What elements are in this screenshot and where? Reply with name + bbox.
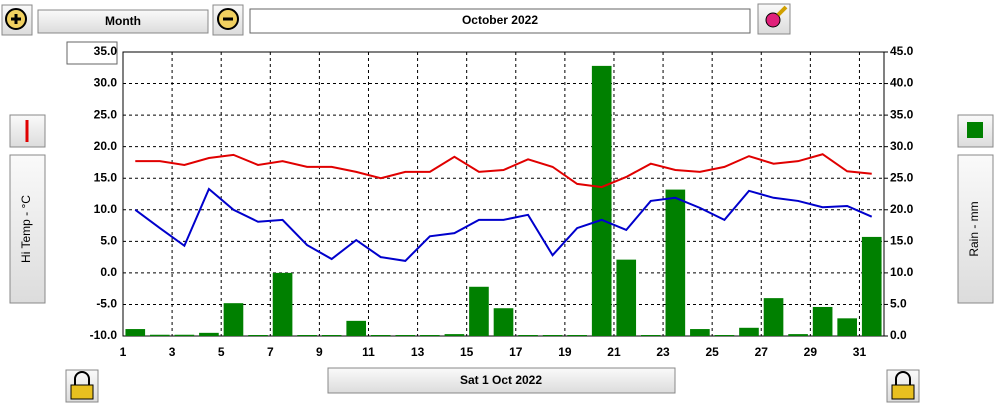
- x-tick-label: 23: [656, 345, 670, 359]
- line: [134, 187, 873, 262]
- x-tick-label: 9: [316, 345, 323, 359]
- left-axis-button[interactable]: Hi Temp - °C: [9, 154, 46, 304]
- selected-date: Sat 1 Oct 2022: [460, 373, 542, 387]
- x-tick-label: 1: [120, 345, 127, 359]
- y2-tick-label: 20.0: [890, 202, 914, 216]
- line: [135, 153, 872, 189]
- x-tick-label: 11: [362, 345, 375, 359]
- x-tick-label: 27: [755, 345, 769, 359]
- tools-button[interactable]: [757, 3, 791, 35]
- right-lock-button[interactable]: [886, 369, 920, 403]
- bar: [223, 303, 244, 336]
- y-tick-label: 10.0: [94, 202, 118, 216]
- y2-tick-label: 10.0: [890, 265, 914, 279]
- bar: [788, 334, 808, 336]
- bar: [763, 298, 784, 336]
- bar: [420, 335, 440, 336]
- bar: [837, 318, 857, 336]
- bar: [493, 308, 514, 336]
- y2-tick-label: 40.0: [890, 76, 914, 90]
- period-label: Month: [105, 14, 141, 28]
- x-tick-label: 17: [509, 345, 523, 359]
- bar: [542, 335, 563, 336]
- bar: [321, 335, 342, 336]
- y2-tick-label: 45.0: [890, 44, 914, 58]
- x-tick-label: 3: [169, 345, 176, 359]
- x-tick-label: 5: [218, 345, 225, 359]
- bar: [567, 335, 587, 336]
- x-tick-label: 13: [411, 345, 425, 359]
- x-tick-label: 25: [705, 345, 719, 359]
- x-tick-label: 7: [267, 345, 274, 359]
- date-button[interactable]: Sat 1 Oct 2022: [327, 367, 676, 394]
- x-tick-label: 29: [804, 345, 818, 359]
- y-tick-label: 5.0: [100, 234, 117, 248]
- left-series-button[interactable]: [9, 114, 46, 148]
- x-tick-label: 21: [607, 345, 621, 359]
- y2-tick-label: 30.0: [890, 139, 914, 153]
- bar: [395, 335, 416, 336]
- x-tick-label: 19: [558, 345, 572, 359]
- period-button[interactable]: Month: [37, 9, 209, 34]
- y-tick-label: -5.0: [96, 297, 117, 311]
- date-range-label: October 2022: [462, 13, 538, 27]
- bar: [272, 272, 293, 336]
- y2-tick-label: 35.0: [890, 107, 914, 121]
- value-box: [66, 41, 118, 65]
- y-tick-label: -10.0: [90, 328, 118, 342]
- x-tick-label: 31: [853, 345, 867, 359]
- x-tick-label: 15: [460, 345, 474, 359]
- y-tick-label: 25.0: [94, 107, 118, 121]
- bar: [150, 334, 170, 336]
- y-tick-label: 30.0: [94, 76, 118, 90]
- date-range-field[interactable]: October 2022: [249, 8, 751, 34]
- bar: [665, 189, 686, 336]
- y-tick-label: 35.0: [94, 44, 118, 58]
- bar: [861, 236, 882, 336]
- bar: [739, 327, 759, 336]
- bar: [444, 334, 465, 336]
- bar: [616, 259, 637, 336]
- bar: [297, 335, 317, 336]
- zoom-in-button[interactable]: [1, 4, 33, 36]
- y-tick-label: 0.0: [100, 265, 117, 279]
- y-tick-label: 20.0: [94, 139, 118, 153]
- y2-tick-label: 5.0: [890, 297, 907, 311]
- bar: [199, 332, 219, 336]
- plot-area: [122, 51, 885, 337]
- bar: [591, 65, 612, 336]
- bar: [346, 320, 367, 336]
- bar: [469, 286, 489, 336]
- y2-tick-label: 15.0: [890, 234, 914, 248]
- bar: [125, 329, 146, 336]
- bar: [714, 335, 735, 336]
- bar: [174, 334, 195, 336]
- bar: [812, 306, 833, 336]
- y2-tick-label: 25.0: [890, 170, 914, 184]
- right-series-button[interactable]: [957, 114, 994, 148]
- left-lock-button[interactable]: [65, 369, 99, 403]
- bar: [640, 335, 661, 336]
- left-axis-label: Hi Temp - °C: [19, 195, 33, 263]
- right-axis-label: Rain - mm: [967, 201, 981, 256]
- bar: [690, 329, 710, 336]
- right-axis-button[interactable]: Rain - mm: [957, 154, 994, 304]
- bar: [370, 335, 391, 336]
- y-tick-label: 15.0: [94, 170, 118, 184]
- zoom-out-button[interactable]: [212, 4, 244, 36]
- y2-tick-label: 0.0: [890, 328, 907, 342]
- bar: [518, 335, 538, 336]
- bar: [248, 335, 268, 336]
